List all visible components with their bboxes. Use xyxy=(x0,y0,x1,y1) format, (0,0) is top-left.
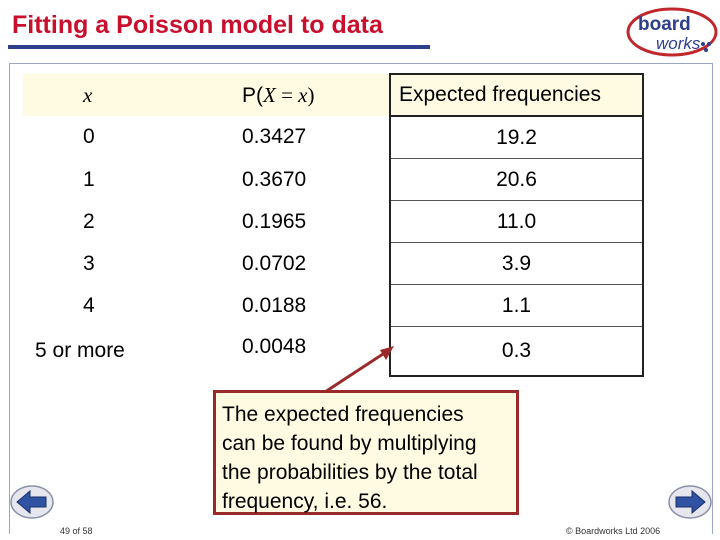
note-line: frequency, i.e. 56. xyxy=(222,490,388,513)
logo-line2: works xyxy=(656,34,701,53)
cell-expected: 0.3 xyxy=(390,326,644,377)
cell-x: 3 xyxy=(83,251,95,275)
table-header-row: x P(X = x) Expected frequencies xyxy=(23,73,644,117)
content-frame xyxy=(9,63,713,534)
cell-expected: 11.0 xyxy=(390,200,644,243)
cell-expected: 1.1 xyxy=(390,284,644,327)
cell-probability: 0.3670 xyxy=(208,158,391,201)
arrow-head-icon xyxy=(380,346,394,360)
boardworks-logo: board works xyxy=(626,7,718,57)
logo-line1: board xyxy=(638,14,691,35)
back-arrow-icon[interactable] xyxy=(9,484,55,520)
page-counter: 49 of 58 xyxy=(60,526,93,536)
header-p-mid: = xyxy=(275,82,299,107)
explanation-note: The expected frequencies can be found by… xyxy=(213,390,519,515)
title-bar: Fitting a Poisson model to data xyxy=(0,0,720,49)
header-p-pre: P( xyxy=(242,83,263,107)
cell-expected: 20.6 xyxy=(390,158,644,201)
page-title: Fitting a Poisson model to data xyxy=(12,11,383,39)
probability-table: x P(X = x) Expected frequencies 0 0.3427… xyxy=(23,73,644,377)
header-p-X: X xyxy=(263,82,276,107)
table-row: 4 0.0188 1.1 xyxy=(23,284,644,327)
header-expected: Expected frequencies xyxy=(389,73,644,117)
cell-x: 1 xyxy=(83,167,95,191)
header-x: x xyxy=(23,74,208,116)
cell-x: 2 xyxy=(83,209,95,233)
title-underline xyxy=(8,45,430,49)
cell-expected: 19.2 xyxy=(390,116,644,159)
cell-expected: 3.9 xyxy=(390,242,644,285)
header-probability: P(X = x) xyxy=(208,74,390,116)
cell-probability: 0.0702 xyxy=(208,242,391,285)
cell-probability: 0.3427 xyxy=(208,116,391,159)
cell-probability: 0.1965 xyxy=(208,200,391,243)
note-line: can be found by multiplying xyxy=(222,432,477,455)
header-p-post: ) xyxy=(307,82,315,107)
header-p-x: x xyxy=(298,82,308,107)
cell-probability: 0.0188 xyxy=(208,284,391,327)
table-row: 3 0.0702 3.9 xyxy=(23,242,644,285)
table-row: 1 0.3670 20.6 xyxy=(23,158,644,201)
cell-x: 0 xyxy=(83,125,95,149)
note-line: the probabilities by the total xyxy=(222,461,478,484)
table-row: 0 0.3427 19.2 xyxy=(23,116,644,159)
note-line: The expected frequencies xyxy=(222,403,464,426)
forward-arrow-icon[interactable] xyxy=(667,484,713,520)
table-row: 2 0.1965 11.0 xyxy=(23,200,644,243)
cell-x: 5 or more xyxy=(35,339,125,362)
copyright: © Boardworks Ltd 2006 xyxy=(566,526,661,536)
cell-x: 4 xyxy=(83,293,95,317)
